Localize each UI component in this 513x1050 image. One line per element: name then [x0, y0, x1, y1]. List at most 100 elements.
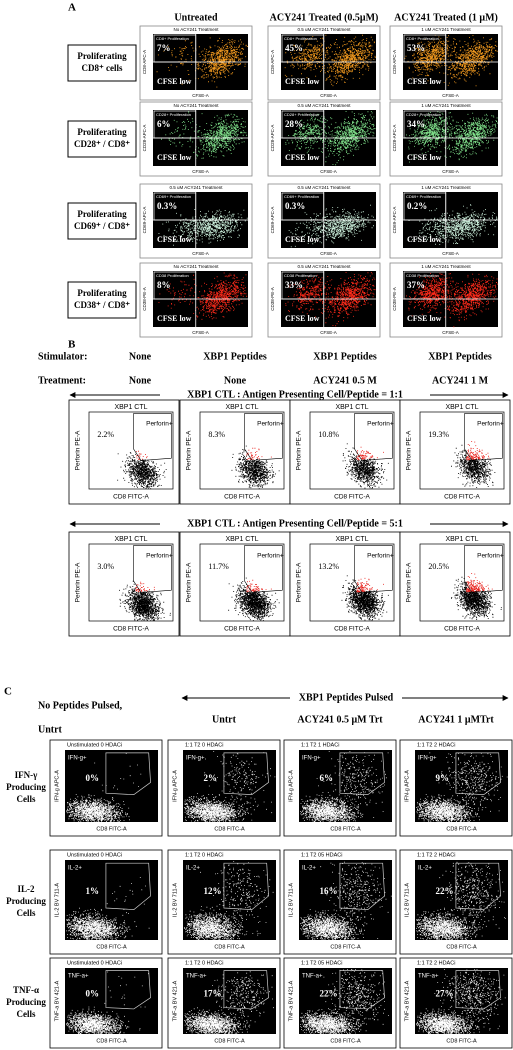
flow-plot: XBP1 CTL Perforin PE-A CD8 FITC-A Perforin+…: [68, 399, 180, 505]
cell-dots: [66, 877, 150, 940]
cell-dots: [158, 272, 248, 320]
gate: [455, 862, 501, 910]
gate-label: Perforin+: [477, 420, 504, 427]
y-axis-label: TNF-a BV 421-A: [404, 980, 410, 1021]
cell-dots: [184, 861, 274, 940]
ratio-label: XBP1 CTL : Antigen Presenting Cell/Pepti…: [187, 389, 403, 400]
percent-label: 6%: [319, 773, 333, 783]
plot-title: XBP1 CTL: [225, 404, 258, 411]
plot-title: XBP1 CTL: [445, 404, 478, 411]
x-axis-label: CFSE-A: [320, 93, 337, 98]
y-axis-label: Perforin PE-A: [406, 562, 413, 602]
flow-plot: 1 uM ACY241 Treatment CD69-APC-A CFSE-A CD6…: [389, 183, 503, 259]
flow-plot: XBP1 CTL Perforin PE-A CD8 FITC-A Perforin+…: [179, 531, 291, 637]
plot-title: 1 uM ACY241 Treatment: [421, 185, 471, 190]
column-header: No Peptides Pulsed,: [38, 700, 123, 711]
plot-title: XBP1 CTL: [445, 536, 478, 543]
gate-label: CD28+ Proliferation: [156, 112, 191, 117]
flow-plot: 1 uM ACY241 Treatment CD8-APC-A CFSE-A CD8+…: [389, 25, 503, 101]
gate-label: IL-2+: [186, 866, 200, 872]
flow-plot: 0.5 uM ACY241 Treatment CD69-APC-A CFSE-A C…: [267, 183, 381, 259]
x-axis-label: CD8 FITC-A: [96, 826, 127, 832]
percent-label: 2.2%: [97, 430, 114, 439]
column-header: ACY241 0.5 μM Trt: [297, 714, 383, 725]
y-axis-label: IL-2 BV 711-A: [288, 883, 294, 917]
gate: [223, 862, 269, 910]
plot-title: XBP1 CTL: [335, 404, 368, 411]
flow-plot: 1:1 T2 0 HDACi TNF-a BV 421-A CD8 FITC-A TN…: [167, 957, 281, 1049]
plot-title: 0.5 uM ACY241 Treatment: [169, 185, 223, 190]
gate: [153, 271, 197, 300]
arrow-label-bg: [290, 692, 402, 704]
plot-title: Unstimulated 0 HDACi: [67, 852, 122, 858]
column-header: ACY241 1 μMTrt: [418, 714, 494, 725]
plot-title: 1:1 T2 2 HDACi: [417, 960, 455, 966]
gate-label: Perforin+: [257, 552, 284, 559]
cell-dots: [117, 452, 167, 490]
x-axis-label: CFSE-A: [442, 251, 459, 256]
cell-dots: [404, 111, 498, 163]
cell-dots: [66, 753, 142, 823]
gate: [403, 34, 447, 63]
flow-plot: XBP1 CTL Perforin PE-A CD8 FITC-A Perforin+…: [68, 531, 180, 637]
quadrant-label: CFSE low: [407, 77, 442, 86]
x-axis-label: CFSE-A: [192, 251, 209, 256]
flow-plot: Unstimulated 0 HDACi IL-2 BV 711-A CD8 FIT…: [49, 849, 163, 955]
plot-area: [419, 543, 505, 622]
gate: [464, 545, 503, 593]
quadrant-label: CFSE low: [407, 235, 442, 244]
row-label: CD38⁺ / CD8⁺: [74, 300, 130, 310]
percent-label: 1%: [85, 886, 99, 896]
y-axis-label: Perforin PE-A: [75, 430, 82, 470]
plot-title: 1:1 T2 0 HDACi: [185, 742, 223, 748]
gate: [153, 110, 197, 139]
row-header: Treatment:: [38, 375, 86, 386]
percent-label: 0.3%: [157, 201, 177, 211]
column-header: ACY241 Treated (0.5μM): [270, 12, 379, 23]
quadrant-label: CFSE low: [157, 314, 192, 323]
y-axis-label: CD69-APC-A: [392, 207, 397, 234]
x-axis-label: CD8 FITC-A: [113, 494, 149, 501]
y-axis-label: TNF-a BV 421-A: [54, 980, 60, 1021]
gate-label: CD8+ Proliferation: [406, 36, 439, 41]
flow-plot: 1:1 T2 05 HDACi IL-2 BV 711-A CD8 FITC-A IL…: [283, 849, 397, 955]
x-axis-label: CD8 FITC-A: [330, 1038, 361, 1044]
gate: [244, 545, 283, 593]
plot-title: No ACY241 Treatment: [173, 264, 219, 269]
plot-title: 1:1 T2 0 HDACi: [185, 852, 223, 858]
cell-dots: [119, 580, 171, 622]
y-axis-label: CD38-PE-A: [142, 287, 147, 311]
gate: [403, 271, 447, 300]
row-label: Cells: [17, 908, 36, 918]
y-axis-label: CD28-APC-A: [392, 125, 397, 152]
column-header: Untreated: [174, 12, 218, 23]
cell-dots: [300, 751, 389, 823]
cell-dots: [161, 111, 248, 159]
treatment: ACY241 0.5 M: [313, 375, 377, 386]
y-axis-label: Perforin PE-A: [296, 562, 303, 602]
percent-label: 17%: [203, 988, 221, 998]
x-axis-label: CFSE-A: [442, 169, 459, 174]
treatment: ACY241 1 M: [432, 375, 489, 386]
cell-dots: [404, 273, 498, 328]
y-axis-label: IL-2 BV 711-A: [54, 883, 60, 917]
cell-dots: [451, 576, 502, 620]
percent-label: 10.8%: [318, 430, 339, 439]
flow-plot: 1 uM ACY241 Treatment CD28-APC-A CFSE-A CD2…: [389, 101, 503, 177]
row-label-box: [67, 120, 137, 158]
ratio-label: XBP1 CTL : Antigen Presenting Cell/Pepti…: [187, 518, 403, 529]
percent-label: 6%: [157, 119, 171, 129]
cell-dots: [184, 751, 276, 822]
x-axis-label: CD8 FITC-A: [113, 626, 149, 633]
flow-plot: 1:1 T2 2 HDACi TNF-a BV 421-A CD8 FITC-A TN…: [399, 957, 513, 1049]
x-axis-label: CD8 FITC-A: [96, 1038, 127, 1044]
row-label: Producing: [6, 896, 46, 906]
panel-label: A: [68, 2, 76, 14]
plot-title: 1 uM ACY241 Treatment: [421, 264, 471, 269]
gate: [133, 545, 172, 593]
cell-dots: [285, 111, 376, 166]
row-label: IFN-γ: [15, 770, 38, 780]
gate: [354, 413, 393, 461]
percent-label: 12%: [203, 886, 221, 896]
flow-plot: 1:1 T2 2 HDACi IL-2 BV 711-A CD8 FITC-A IL-…: [399, 849, 513, 955]
